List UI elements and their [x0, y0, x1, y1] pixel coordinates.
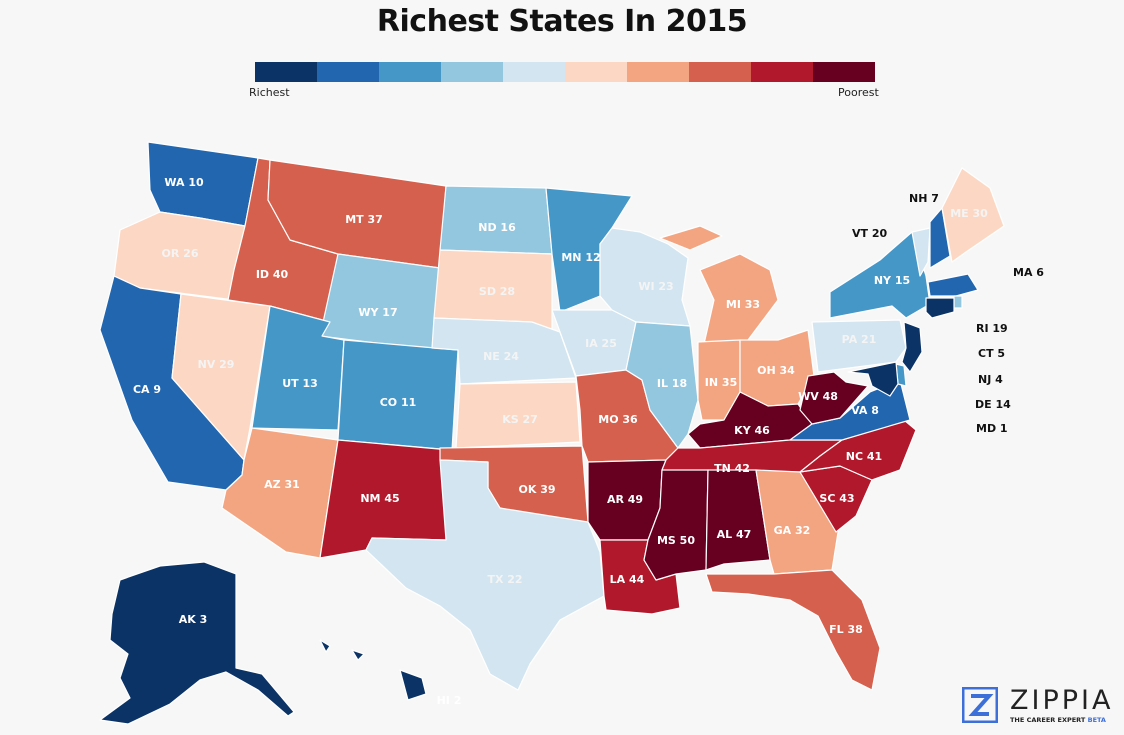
state-ak	[99, 561, 295, 725]
state-va	[789, 379, 911, 441]
legend-label-richest: Richest	[249, 86, 290, 99]
state-md	[847, 361, 899, 397]
legend-swatch-9	[751, 62, 813, 82]
state-label-wy: WY 17	[358, 306, 397, 319]
state-label-ga: GA 32	[774, 524, 811, 537]
state-ma	[927, 273, 979, 297]
map-title: Richest States In 2015	[376, 4, 748, 39]
legend-swatch-3	[379, 62, 441, 82]
brand-beta-tag: BETA	[1087, 716, 1106, 724]
state-label-il: IL 18	[657, 377, 687, 390]
state-al	[705, 469, 771, 571]
state-ri	[953, 295, 963, 309]
color-legend	[255, 62, 875, 82]
state-label-hi: HI 2	[437, 694, 462, 707]
state-label-mn: MN 12	[561, 251, 600, 264]
state-or	[113, 211, 246, 301]
state-label-sd: SD 28	[479, 285, 515, 298]
brand-name: ZIPPIA	[1010, 685, 1114, 716]
legend-swatch-8	[689, 62, 751, 82]
state-label-ar: AR 49	[607, 493, 643, 506]
state-label-ky: KY 46	[734, 424, 770, 437]
state-me	[941, 167, 1005, 263]
state-label-al: AL 47	[717, 528, 752, 541]
state-label-ok: OK 39	[518, 483, 555, 496]
state-ne	[431, 317, 577, 385]
state-wv	[799, 371, 869, 425]
state-ks	[455, 381, 581, 449]
state-label-ca: CA 9	[133, 383, 161, 396]
state-label-wv: WV 48	[798, 390, 838, 403]
state-label-ia: IA 25	[585, 337, 617, 350]
state-label-oh: OH 34	[757, 364, 795, 377]
state-label-nh: NH 7	[909, 192, 939, 205]
state-label-wa: WA 10	[164, 176, 204, 189]
state-ct	[925, 297, 955, 319]
state-label-la: LA 44	[610, 573, 645, 586]
state-label-sc: SC 43	[819, 492, 854, 505]
state-label-ne: NE 24	[483, 350, 519, 363]
state-label-nm: NM 45	[360, 492, 399, 505]
state-label-me: ME 30	[950, 207, 988, 220]
state-mi	[659, 225, 779, 345]
state-label-pa: PA 21	[842, 333, 877, 346]
state-nj	[901, 321, 923, 373]
state-label-wi: WI 23	[638, 280, 673, 293]
state-label-vt: VT 20	[852, 227, 888, 240]
state-nd	[439, 185, 553, 255]
state-label-tx: TX 22	[487, 573, 522, 586]
state-wy	[319, 253, 441, 351]
legend-swatch-5	[503, 62, 565, 82]
state-label-az: AZ 31	[264, 478, 300, 491]
legend-swatch-4	[441, 62, 503, 82]
legend-swatch-7	[627, 62, 689, 82]
legend-label-poorest: Poorest	[838, 86, 879, 99]
state-label-ak: AK 3	[179, 613, 208, 626]
state-nh	[929, 207, 951, 269]
state-label-nd: ND 16	[478, 221, 516, 234]
state-label-va: VA 8	[851, 404, 879, 417]
legend-swatch-6	[565, 62, 627, 82]
state-label-mt: MT 37	[345, 213, 383, 226]
state-hi	[319, 639, 427, 701]
state-label-ct: CT 5	[978, 347, 1006, 360]
state-label-mo: MO 36	[598, 413, 638, 426]
legend-swatch-2	[317, 62, 379, 82]
state-label-fl: FL 38	[829, 623, 863, 636]
state-label-ms: MS 50	[657, 534, 695, 547]
state-vt	[911, 227, 931, 277]
state-label-ma: MA 6	[1013, 266, 1044, 279]
state-co	[337, 339, 459, 451]
zippia-logo: ZIPPIA THE CAREER EXPERT BETA	[962, 685, 1110, 727]
brand-tagline-text: THE CAREER EXPERT	[1010, 716, 1086, 724]
state-label-nv: NV 29	[198, 358, 235, 371]
legend-swatch-1	[255, 62, 317, 82]
state-label-ri: RI 19	[976, 322, 1008, 335]
state-label-ut: UT 13	[282, 377, 318, 390]
state-fl	[705, 569, 881, 691]
state-label-ks: KS 27	[502, 413, 538, 426]
state-label-id: ID 40	[256, 268, 289, 281]
legend-swatch-10	[813, 62, 875, 82]
state-label-tn: TN 42	[714, 462, 750, 475]
state-label-or: OR 26	[162, 247, 199, 260]
state-label-mi: MI 33	[726, 298, 760, 311]
state-label-nj: NJ 4	[978, 373, 1003, 386]
state-label-md: MD 1	[976, 422, 1008, 435]
state-pa	[811, 319, 907, 373]
state-label-in: IN 35	[705, 376, 737, 389]
state-label-nc: NC 41	[846, 450, 882, 463]
state-label-ny: NY 15	[874, 274, 910, 287]
state-label-de: DE 14	[975, 398, 1011, 411]
brand-tagline: THE CAREER EXPERT BETA	[1010, 716, 1106, 724]
state-label-co: CO 11	[380, 396, 417, 409]
zippia-logo-icon	[962, 687, 998, 723]
